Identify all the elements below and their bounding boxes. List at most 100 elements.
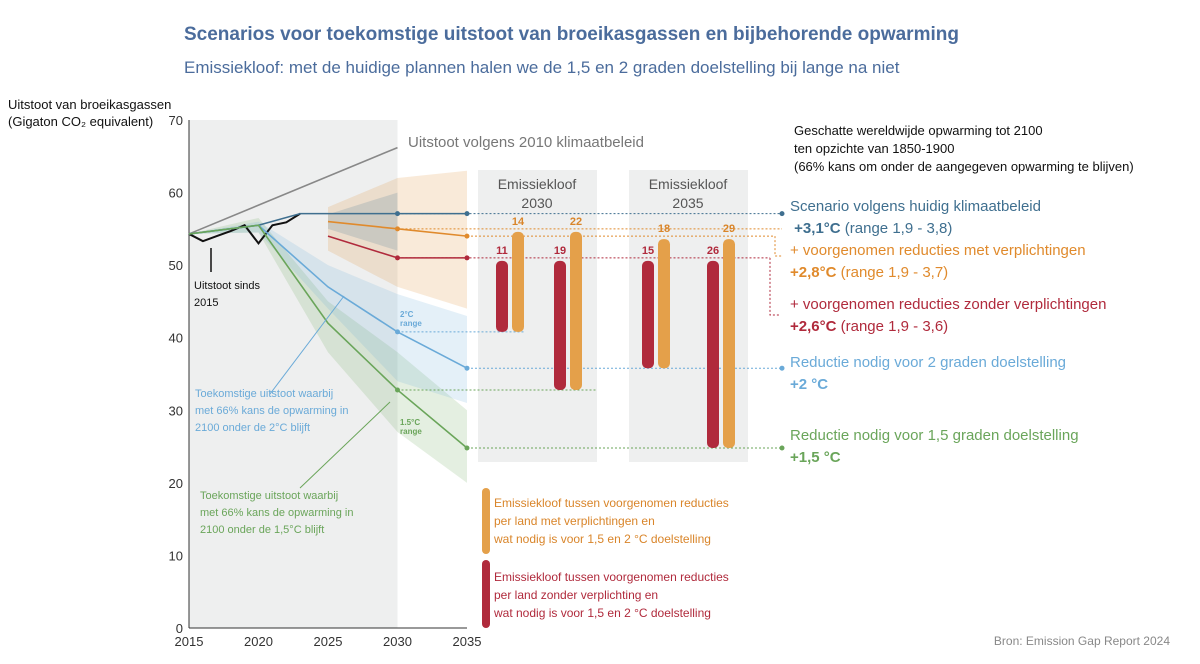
gap-bar-uncond bbox=[496, 260, 508, 332]
scenario-temp: +1,5 °C bbox=[790, 449, 841, 466]
series-point bbox=[395, 255, 400, 261]
x-tick-label: 2015 bbox=[175, 634, 204, 649]
legend-dot bbox=[779, 211, 785, 217]
note-line: range bbox=[400, 427, 422, 436]
policy2010-note: Uitstoot volgens 2010 klimaatbeleid bbox=[408, 134, 644, 151]
note-line: wat nodig is voor 1,5 en 2 °C doelstelli… bbox=[494, 532, 711, 546]
legend-title: Geschatte wereldwijde opwarming tot 2100… bbox=[794, 122, 1134, 176]
band-2deg bbox=[189, 221, 467, 404]
note-line: met 66% kans de opwarming in bbox=[200, 507, 354, 519]
gap-panel-title: Emissiekloof bbox=[498, 176, 577, 192]
scenario-1-5deg: Reductie nodig voor 1,5 graden doelstell… bbox=[790, 425, 1079, 469]
y-tick-label: 10 bbox=[169, 548, 183, 563]
y-tick-label: 50 bbox=[169, 258, 183, 273]
scenario-label: Reductie nodig voor 2 graden doelstellin… bbox=[790, 354, 1067, 371]
gap-bar-uncond bbox=[554, 260, 566, 390]
scenario-range: (range 1,9 - 3,8) bbox=[840, 220, 953, 237]
series-point bbox=[395, 387, 400, 393]
series-point bbox=[464, 233, 470, 239]
y-tick-label: 30 bbox=[169, 403, 183, 418]
x-tick-label: 2030 bbox=[383, 634, 412, 649]
series-point bbox=[395, 211, 400, 217]
gap-bar-label: 14 bbox=[512, 216, 525, 228]
y-tick-label: 60 bbox=[169, 186, 183, 201]
note-line: per land zonder verplichting en bbox=[494, 588, 659, 602]
range-15-label: 1.5°C range bbox=[400, 418, 422, 436]
note-line: 2100 onder de 2°C blijft bbox=[195, 422, 311, 434]
connector-line bbox=[769, 257, 780, 316]
scenario-label: + voorgenomen reducties met verplichting… bbox=[790, 242, 1086, 259]
note-line: wat nodig is voor 1,5 en 2 °C doelstelli… bbox=[494, 606, 711, 620]
note-line: range bbox=[400, 319, 422, 328]
gap-bar-cond bbox=[658, 239, 670, 369]
chart-subtitle: Emissiekloof: met de huidige plannen hal… bbox=[184, 58, 900, 77]
scenario-label: Scenario volgens huidig klimaatbeleid bbox=[790, 198, 1041, 215]
gap-bar-cond bbox=[570, 231, 582, 390]
gap-panel-title: 2035 bbox=[672, 195, 703, 211]
note-line: 2100 onder de 1,5°C blijft bbox=[200, 524, 325, 536]
series-point bbox=[395, 329, 400, 335]
history-background bbox=[189, 120, 398, 628]
note-line: met 66% kans de opwarming in bbox=[195, 405, 349, 417]
note-line: Uitstoot sinds bbox=[194, 280, 261, 292]
scenario-temp: +3,1°C bbox=[794, 220, 841, 237]
gap-bar-label: 29 bbox=[723, 223, 735, 235]
series-line-uitstoot-sinds-2015 bbox=[188, 212, 301, 246]
note-line: Toekomstige uitstoot waarbij bbox=[200, 490, 339, 502]
connector-line bbox=[467, 235, 782, 257]
two-deg-arrow bbox=[269, 295, 345, 395]
scenario-current-policy: Scenario volgens huidig klimaatbeleid +3… bbox=[790, 196, 1041, 240]
band-conditional bbox=[328, 170, 467, 309]
one5-deg-note: Toekomstige uitstoot waarbij met 66% kans… bbox=[200, 488, 353, 539]
series-point bbox=[464, 445, 470, 451]
legend-title-line: ten opzichte van 1850-1900 bbox=[794, 141, 955, 156]
note-line: Emissiekloof tussen voorgenomen reductie… bbox=[494, 496, 729, 510]
gap-bar-cond bbox=[512, 231, 524, 332]
scenario-label: + voorgenomen reducties zonder verplicht… bbox=[790, 296, 1107, 313]
note-line: 1.5°C bbox=[400, 418, 421, 427]
band-1-5deg bbox=[189, 217, 467, 483]
series-point bbox=[395, 226, 400, 232]
scenario-2deg: Reductie nodig voor 2 graden doelstellin… bbox=[790, 352, 1066, 396]
y-axis-label: Uitstoot van broeikasgassen (Gigaton CO₂… bbox=[8, 97, 172, 129]
two-deg-note: Toekomstige uitstoot waarbij met 66% kans… bbox=[195, 386, 348, 437]
series-point bbox=[464, 365, 470, 371]
band-current-policy bbox=[328, 192, 398, 251]
legend-title-line: (66% kans om onder de aangegeven opwarmi… bbox=[794, 159, 1134, 174]
gap-cond-swatch bbox=[482, 488, 490, 554]
gap-panel-title: Emissiekloof bbox=[649, 176, 728, 192]
x-tick-label: 2035 bbox=[453, 634, 482, 649]
gap-bar-cond bbox=[723, 239, 735, 449]
scenario-temp: +2,8°C bbox=[790, 264, 837, 281]
scenario-range: (range 1,9 - 3,6) bbox=[836, 318, 949, 335]
gap-uncond-note: Emissiekloof tussen voorgenomen reductie… bbox=[494, 568, 729, 622]
scenario-range: (range 1,9 - 3,7) bbox=[836, 264, 949, 281]
scenario-conditional: + voorgenomen reducties met verplichting… bbox=[790, 240, 1086, 284]
gap-bar-label: 15 bbox=[642, 245, 654, 257]
series-point bbox=[464, 255, 470, 261]
legend-title-line: Geschatte wereldwijde opwarming tot 2100 bbox=[794, 123, 1043, 138]
scenario-temp: +2 °C bbox=[790, 376, 829, 393]
legend-dot bbox=[779, 445, 785, 451]
note-line: 2015 bbox=[194, 297, 219, 309]
gap-panel-title: 2030 bbox=[521, 195, 552, 211]
scenario-temp: +2,6°C bbox=[790, 318, 837, 335]
y-tick-label: 20 bbox=[169, 476, 183, 491]
one5-deg-arrow bbox=[299, 401, 391, 489]
gap-bar-label: 22 bbox=[570, 216, 582, 228]
legend-dot bbox=[779, 365, 785, 371]
gap-cond-note: Emissiekloof tussen voorgenomen reductie… bbox=[494, 494, 729, 548]
gap-bar-label: 11 bbox=[496, 245, 508, 257]
y-tick-label: 70 bbox=[169, 113, 183, 128]
y-tick-label: 0 bbox=[176, 621, 183, 636]
gap-uncond-swatch bbox=[482, 560, 490, 628]
note-line: 2°C bbox=[400, 310, 414, 319]
series-point bbox=[464, 211, 470, 217]
y-tick-label: 40 bbox=[169, 331, 183, 346]
note-line: per land met verplichtingen en bbox=[494, 514, 655, 528]
gap-bar-label: 26 bbox=[707, 245, 719, 257]
history-note: Uitstoot sinds 2015 bbox=[194, 278, 260, 312]
chart-title: Scenarios voor toekomstige uitstoot van … bbox=[184, 24, 959, 45]
note-line: Emissiekloof tussen voorgenomen reductie… bbox=[494, 570, 729, 584]
